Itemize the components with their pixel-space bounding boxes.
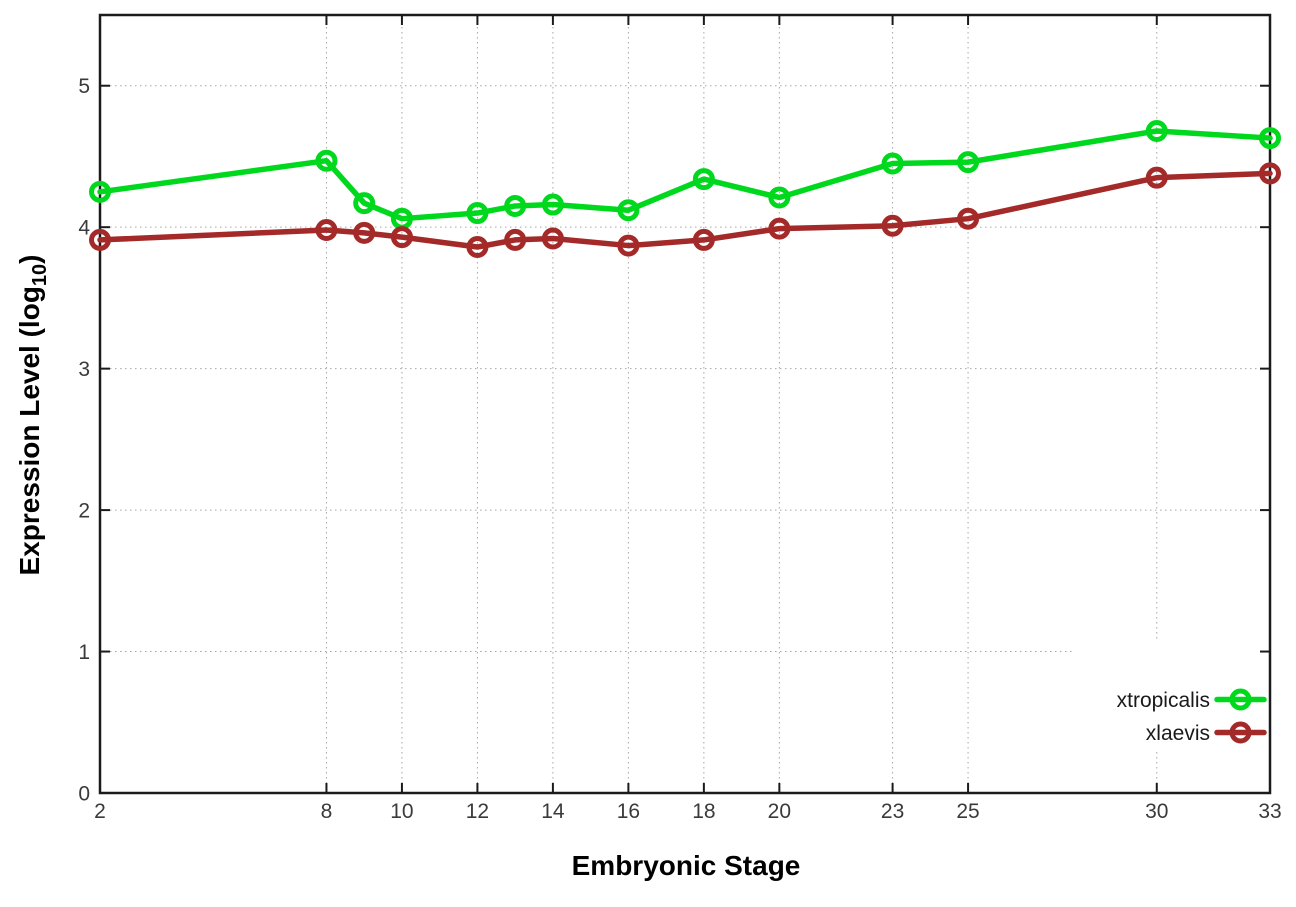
xlaevis-point [1259,162,1281,185]
xlaevis-point [957,207,980,230]
x-tick-label: 16 [617,800,640,823]
x-tick-label: 18 [692,800,715,823]
xtropicalis-point [692,168,715,191]
xlaevis-point [768,217,791,240]
y-axis-title: Expression Level (log10) [14,255,52,576]
xlaevis-point [390,226,413,249]
x-axis-title: Embryonic Stage [571,850,801,881]
x-tick-label: 8 [321,800,333,823]
xlaevis-point [353,221,376,244]
xlaevis-point [541,227,564,250]
xlaevis-point [89,228,111,251]
legend-label-xlaevis: xlaevis [1146,722,1210,745]
xtropicalis-point [617,199,640,222]
xtropicalis-point [1259,127,1281,150]
y-tick-label: 5 [78,75,90,98]
xtropicalis-point [541,193,564,216]
x-tick-label: 30 [1145,800,1168,823]
xtropicalis-point [315,149,338,172]
xlaevis-point [881,214,904,237]
x-tick-label: 12 [466,800,489,823]
xtropicalis-point [89,180,111,203]
x-tick-label: 25 [956,800,979,823]
x-tick-label: 14 [541,800,565,823]
axis-ticks [99,16,1271,794]
y-tick-label: 1 [78,641,90,664]
xtropicalis-marker-icon [1229,688,1252,711]
xtropicalis-point [353,192,376,215]
xlaevis-point [692,228,715,251]
y-axis-title-text: Expression Level (log [14,286,46,576]
xlaevis-point [504,228,527,251]
legend: xtropicalis xlaevis [1117,688,1267,745]
y-axis-title-subscript: 10 [28,263,51,287]
xtropicalis-point [881,152,904,175]
x-tick-label: 10 [390,800,413,823]
y-tick-label: 4 [78,217,90,240]
xlaevis-point [315,219,338,242]
xtropicalis-point [1145,119,1168,142]
legend-label-xtropicalis: xtropicalis [1117,689,1210,712]
y-tick-label: 0 [78,783,90,806]
x-tick-label: 2 [94,800,106,823]
plot-border [98,13,1272,795]
gridlines [100,17,1270,792]
data-series [89,119,1281,258]
xlaevis-point [1145,166,1168,189]
y-axis-title-suffix: ) [14,254,46,264]
x-tick-label: 23 [881,800,904,823]
x-tick-label: 20 [768,800,791,823]
xtropicalis-point [768,186,791,209]
y-tick-label: 3 [78,358,90,381]
xlaevis-point [617,234,640,257]
xtropicalis-line [97,128,1273,222]
xlaevis-marker-icon [1229,721,1252,744]
x-tick-label: 33 [1258,800,1281,823]
xlaevis-point [466,235,489,258]
xtropicalis-point [957,151,980,174]
y-tick-label: 2 [78,500,90,523]
xtropicalis-point [466,202,489,225]
xtropicalis-point [504,194,527,217]
